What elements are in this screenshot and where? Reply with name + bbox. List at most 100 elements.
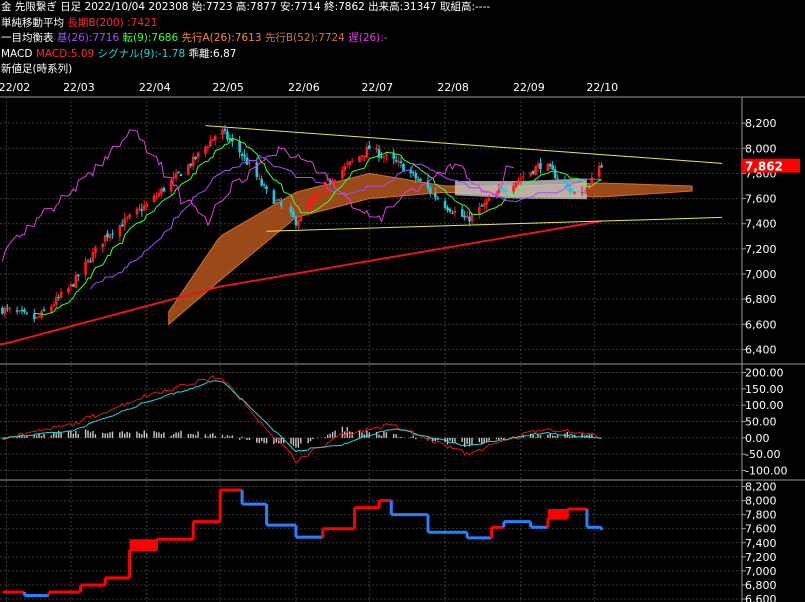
month-tick-label: 22/10 — [586, 81, 618, 94]
candle-body — [397, 161, 400, 163]
candle-body — [333, 179, 337, 183]
shinne-tick-label: 7,800 — [745, 509, 777, 522]
candle-body — [89, 261, 92, 263]
candle-body — [570, 190, 574, 192]
candle-body — [120, 224, 124, 227]
senkou-b-value: 先行B(52):7724 — [264, 32, 345, 44]
candle-body — [522, 176, 525, 178]
lower-trendline — [266, 216, 723, 232]
candle-body — [326, 178, 330, 181]
candle-body — [348, 161, 352, 165]
price-tick-label: 6,600 — [745, 318, 777, 331]
candle-body — [35, 317, 38, 319]
candle-body — [382, 156, 386, 158]
candle-body — [128, 214, 131, 218]
candle-body — [416, 179, 420, 181]
macd-tick-label: 200.00 — [745, 367, 784, 380]
candle-body — [316, 192, 320, 197]
candle-body — [548, 164, 552, 167]
shinne-block — [547, 509, 568, 519]
candle-body — [365, 146, 369, 158]
candle-body — [240, 153, 244, 156]
candle-body — [487, 198, 491, 201]
candle-body — [211, 138, 215, 142]
ohlc-info-text: 金 先限繋ぎ 日足 2022/10/04 202308 始:7723 高:787… — [1, 1, 491, 13]
candle-body — [360, 155, 364, 157]
month-tick-label: 22/06 — [288, 81, 320, 94]
ichimoku-label: 一目均衡表 — [1, 32, 54, 44]
candle-body — [155, 196, 158, 198]
candle-body — [597, 165, 601, 177]
senkou-a-value: 先行A(26):7613 — [181, 32, 262, 44]
candle-body — [328, 180, 332, 183]
candle-body — [118, 225, 122, 237]
candle-body — [580, 191, 584, 194]
candle-body — [531, 170, 535, 174]
candle-body — [91, 252, 95, 262]
shinne-tick-label: 8,200 — [745, 481, 777, 494]
macd-tick-label: 100.00 — [745, 399, 784, 412]
candle-body — [367, 145, 371, 150]
candle-body — [478, 207, 481, 215]
ichimoku-cloud-inverse — [454, 178, 587, 200]
candle-body — [485, 201, 488, 205]
candle-body — [265, 186, 268, 189]
price-tick-label: 8,000 — [745, 142, 777, 155]
sma-info-line: 単純移動平均 長期B(200) :7421 — [1, 16, 805, 32]
candle-body — [468, 216, 471, 222]
candle-body — [426, 180, 430, 189]
signal-value: シグナル(9):-1.78 — [97, 47, 186, 60]
candle-body — [277, 199, 281, 201]
candle-body — [125, 217, 129, 219]
candle-body — [8, 308, 12, 310]
macd-tick-label: 50.00 — [745, 416, 777, 429]
shinne-block — [129, 539, 157, 550]
last-price-label: 7,862 — [745, 160, 783, 174]
candle-body — [436, 198, 440, 200]
candle-body — [255, 162, 259, 177]
candle-body — [504, 190, 508, 192]
shinne-tick-label: 6,800 — [745, 579, 777, 592]
shinne-tick-label: 7,400 — [745, 537, 777, 550]
candle-body — [460, 209, 464, 217]
shinne-tick-label: 7,000 — [745, 565, 777, 578]
candle-body — [223, 128, 227, 131]
candle-body — [42, 309, 46, 311]
candle-body — [282, 206, 285, 208]
month-tick-label: 22/04 — [139, 81, 171, 94]
candle-body — [419, 179, 422, 181]
candle-body — [497, 189, 501, 194]
candle-body — [306, 204, 310, 213]
candle-body — [451, 212, 454, 214]
sma200-value: 長期B(200) :7421 — [67, 16, 158, 29]
candle-body — [434, 192, 437, 198]
candle-body — [314, 195, 317, 197]
candle-body — [50, 306, 53, 312]
divergence-value: 乖離:6.87 — [188, 47, 237, 60]
candle-body — [529, 172, 532, 176]
candle-body — [169, 180, 173, 192]
kijun-value: 基(26):7716 — [56, 32, 120, 44]
candle-body — [20, 309, 24, 312]
candle-body — [500, 187, 503, 189]
candle-body — [431, 193, 435, 195]
candle-body — [260, 178, 263, 186]
candle-body — [363, 155, 366, 158]
candle-body — [206, 146, 210, 149]
candle-body — [534, 166, 537, 175]
candle-body — [446, 207, 449, 211]
candle-body — [196, 152, 200, 158]
candle-body — [590, 177, 594, 190]
shinne-label: 新値足(時系列) — [1, 63, 73, 75]
candle-body — [289, 206, 293, 213]
candle-body — [257, 177, 261, 179]
candle-body — [37, 316, 41, 318]
candle-body — [101, 243, 105, 248]
macd-label: MACD — [1, 47, 33, 60]
candle-body — [341, 170, 344, 179]
ohlc-info-line: 金 先限繋ぎ 日足 2022/10/04 202308 始:7723 高:787… — [1, 0, 805, 16]
candle-body — [103, 235, 107, 242]
candle-body — [140, 209, 144, 212]
upper-trendline — [205, 125, 723, 164]
